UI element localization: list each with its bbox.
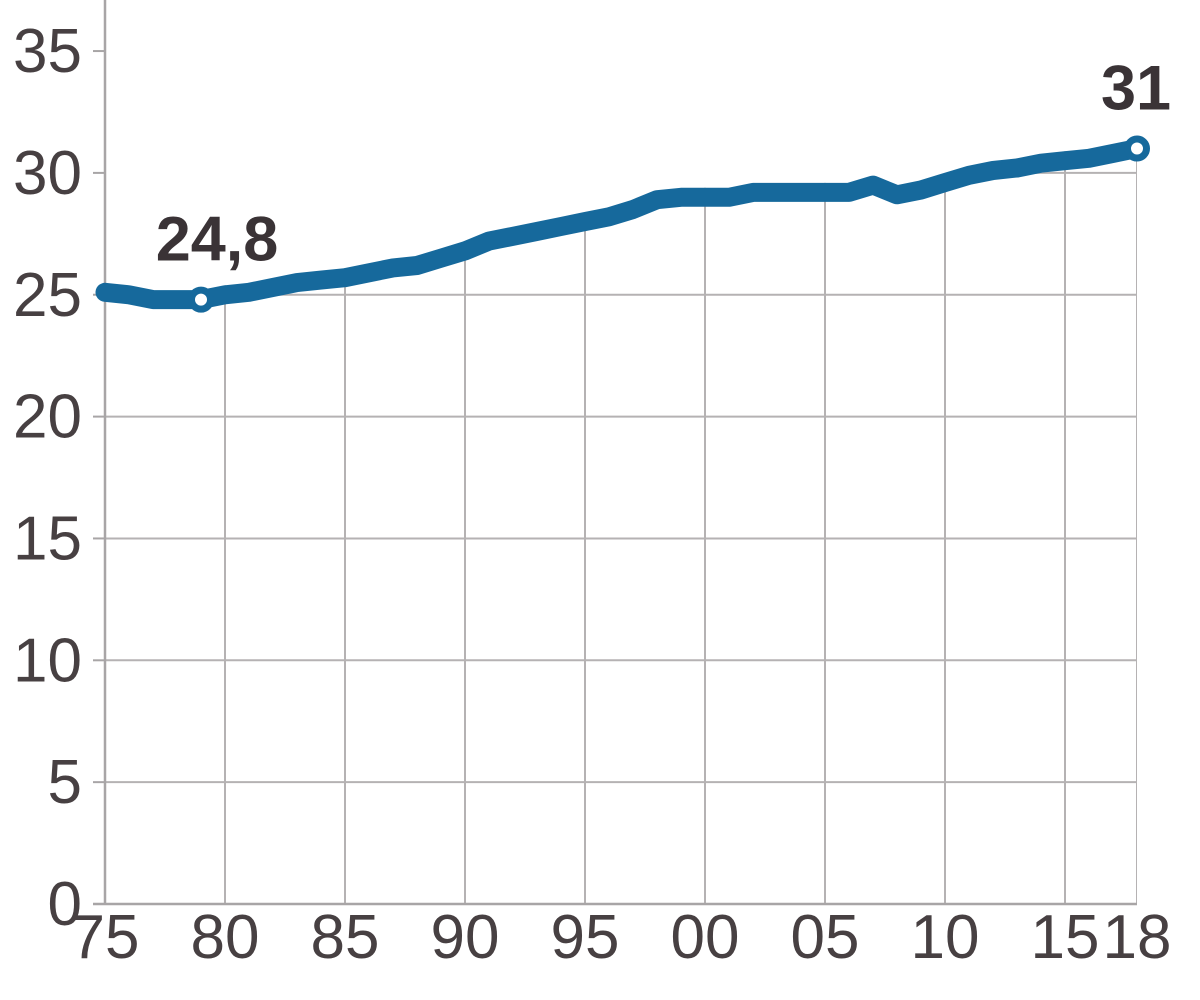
x-tick-label: 15: [1031, 903, 1100, 972]
y-tick-label: 15: [13, 504, 82, 573]
y-tick-label: 0: [48, 870, 82, 939]
y-tick-label: 10: [13, 626, 82, 695]
x-tick-label: 10: [911, 903, 980, 972]
annotation-label: 31: [1101, 54, 1171, 124]
gridlines: [105, 139, 1137, 904]
data-point-marker: [188, 286, 214, 313]
x-tick-label: 75: [71, 903, 140, 972]
x-tick-label: 90: [431, 903, 500, 972]
x-tick-label: 80: [191, 903, 260, 972]
data-line: [95, 139, 1147, 310]
y-tick-label: 20: [13, 383, 82, 452]
y-tick-label: 5: [48, 748, 82, 817]
data-point-marker: [1124, 135, 1150, 162]
x-tick-label: 00: [671, 903, 740, 972]
y-tick-label: 25: [13, 261, 82, 330]
x-tick-label: 95: [551, 903, 620, 972]
x-tick-label: 18: [1103, 903, 1172, 972]
x-tick-label: 05: [791, 903, 860, 972]
x-tick-label: 85: [311, 903, 380, 972]
y-tick-label: 30: [13, 139, 82, 208]
annotation-label: 24,8: [156, 205, 279, 275]
y-tick-label: 35: [13, 17, 82, 86]
axes: [93, 0, 1137, 906]
